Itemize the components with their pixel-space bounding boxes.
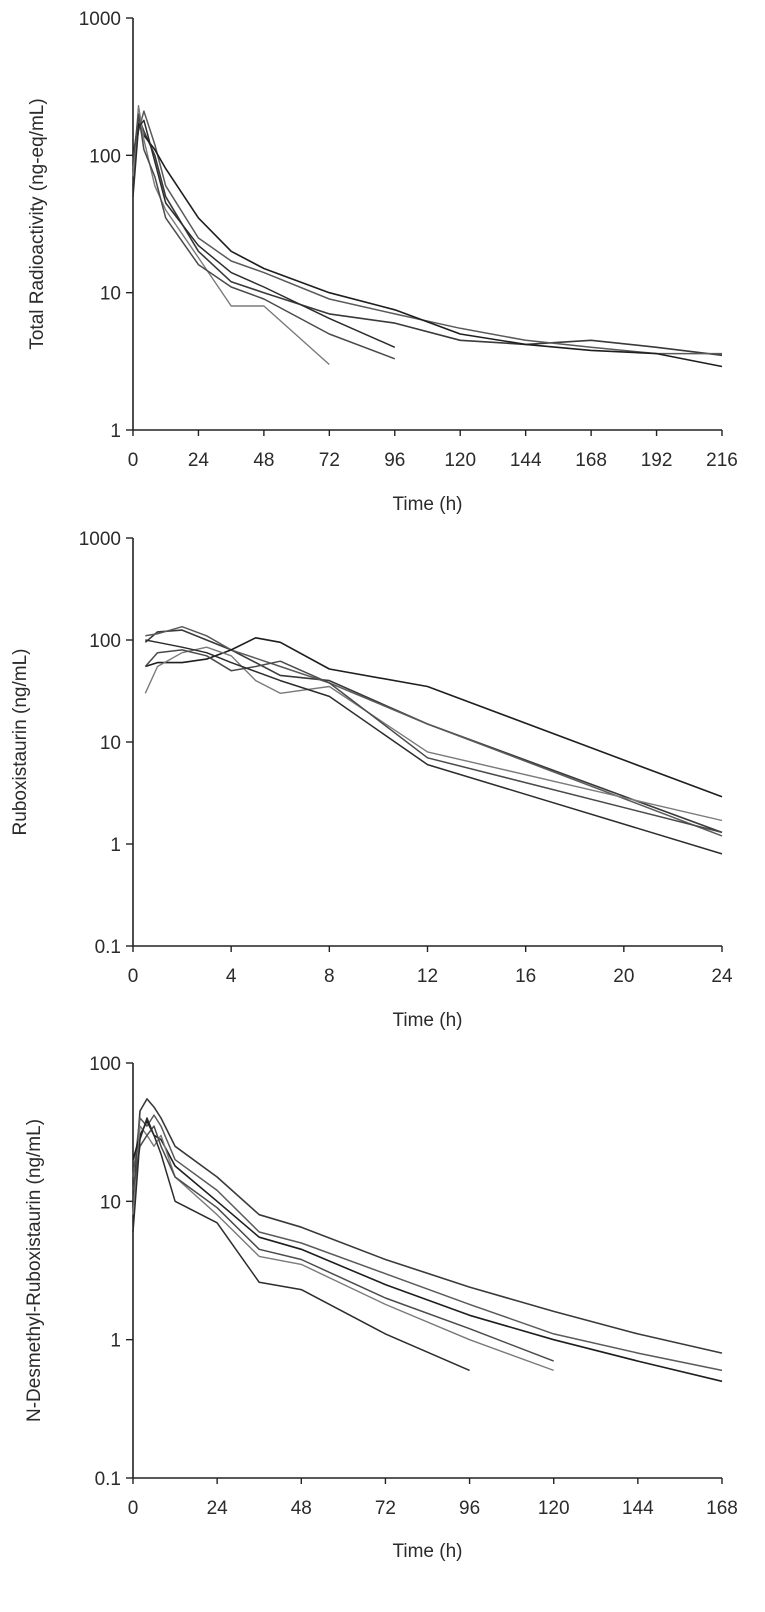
x-axis-title: Time (h) (392, 1010, 462, 1031)
x-tick-label: 24 (711, 966, 733, 987)
x-tick-label: 72 (375, 1498, 396, 1519)
series-line-6 (132, 119, 396, 348)
x-axis-title: Time (h) (392, 494, 462, 515)
y-tick-label: 1 (110, 421, 121, 442)
series-line-5 (132, 113, 396, 360)
y-tick-label: 100 (89, 631, 121, 652)
x-tick-label: 0 (128, 1498, 139, 1519)
y-tick-label: 1000 (79, 9, 121, 30)
x-tick-label: 168 (575, 450, 607, 471)
series-line-3 (132, 1120, 723, 1383)
y-tick-label: 100 (89, 146, 121, 167)
y-tick-label: 0.1 (95, 937, 121, 958)
y-axis-title: Total Radioactivity (ng-eq/mL) (27, 98, 48, 349)
x-tick-label: 0 (128, 966, 139, 987)
ruboxistaurin-panel: 0.1 1 10 100 1000 0 4 8 12 16 20 24 Time (h) Ruboxist… (10, 529, 733, 1031)
series-line-4 (132, 1125, 554, 1372)
y-tick-label: 1 (110, 835, 121, 856)
series-line-3 (132, 122, 723, 368)
x-tick-label: 192 (641, 450, 673, 471)
x-tick-label: 120 (444, 450, 476, 471)
x-tick-label: 16 (515, 966, 536, 987)
n-desmethyl-ruboxistaurin-panel: 0.1 1 10 100 0 24 48 72 96 120 144 168 Time (h) N-Des… (24, 1054, 738, 1562)
series-line-1 (132, 1098, 723, 1354)
x-tick-label: 8 (324, 966, 335, 987)
y-tick-label: 0.1 (95, 1469, 121, 1490)
series-line-2 (145, 625, 723, 837)
series-line-1 (132, 116, 723, 357)
y-tick-label: 10 (100, 1192, 121, 1213)
y-tick-label: 1 (110, 1331, 121, 1352)
x-tick-label: 12 (417, 966, 438, 987)
x-tick-label: 96 (459, 1498, 480, 1519)
series-line-5 (144, 649, 723, 834)
total-radioactivity-panel: 1 10 100 1000 0 24 48 72 96 120 144 168 192 216 Time (… (27, 9, 738, 515)
y-tick-label: 100 (89, 1054, 121, 1075)
x-tick-label: 48 (253, 450, 274, 471)
y-tick-label: 10 (100, 733, 121, 754)
series-line-6 (145, 639, 723, 855)
x-tick-label: 4 (226, 966, 237, 987)
y-tick-label: 10 (100, 284, 121, 305)
x-axis-title: Time (h) (392, 1541, 462, 1562)
x-tick-label: 48 (291, 1498, 312, 1519)
y-tick-label: 1000 (79, 529, 121, 550)
series-line-6 (132, 1117, 470, 1372)
series-line-4 (144, 646, 723, 822)
x-tick-label: 24 (207, 1498, 229, 1519)
x-tick-label: 20 (613, 966, 634, 987)
x-tick-label: 24 (188, 450, 210, 471)
y-axis-title: N-Desmethyl-Ruboxistaurin (ng/mL) (24, 1119, 45, 1422)
x-tick-label: 216 (706, 450, 738, 471)
x-tick-label: 0 (128, 450, 139, 471)
series-line-2 (132, 110, 722, 355)
series-line-5 (132, 1125, 554, 1362)
y-axis-title: Ruboxistaurin (ng/mL) (10, 649, 31, 836)
x-tick-label: 168 (706, 1498, 738, 1519)
x-tick-label: 96 (384, 450, 405, 471)
x-tick-label: 144 (622, 1498, 654, 1519)
series-line-3 (145, 636, 723, 798)
series-line-1 (144, 629, 723, 834)
series-line-4 (132, 104, 330, 366)
x-tick-label: 120 (538, 1498, 570, 1519)
x-tick-label: 144 (510, 450, 542, 471)
x-tick-label: 72 (319, 450, 340, 471)
